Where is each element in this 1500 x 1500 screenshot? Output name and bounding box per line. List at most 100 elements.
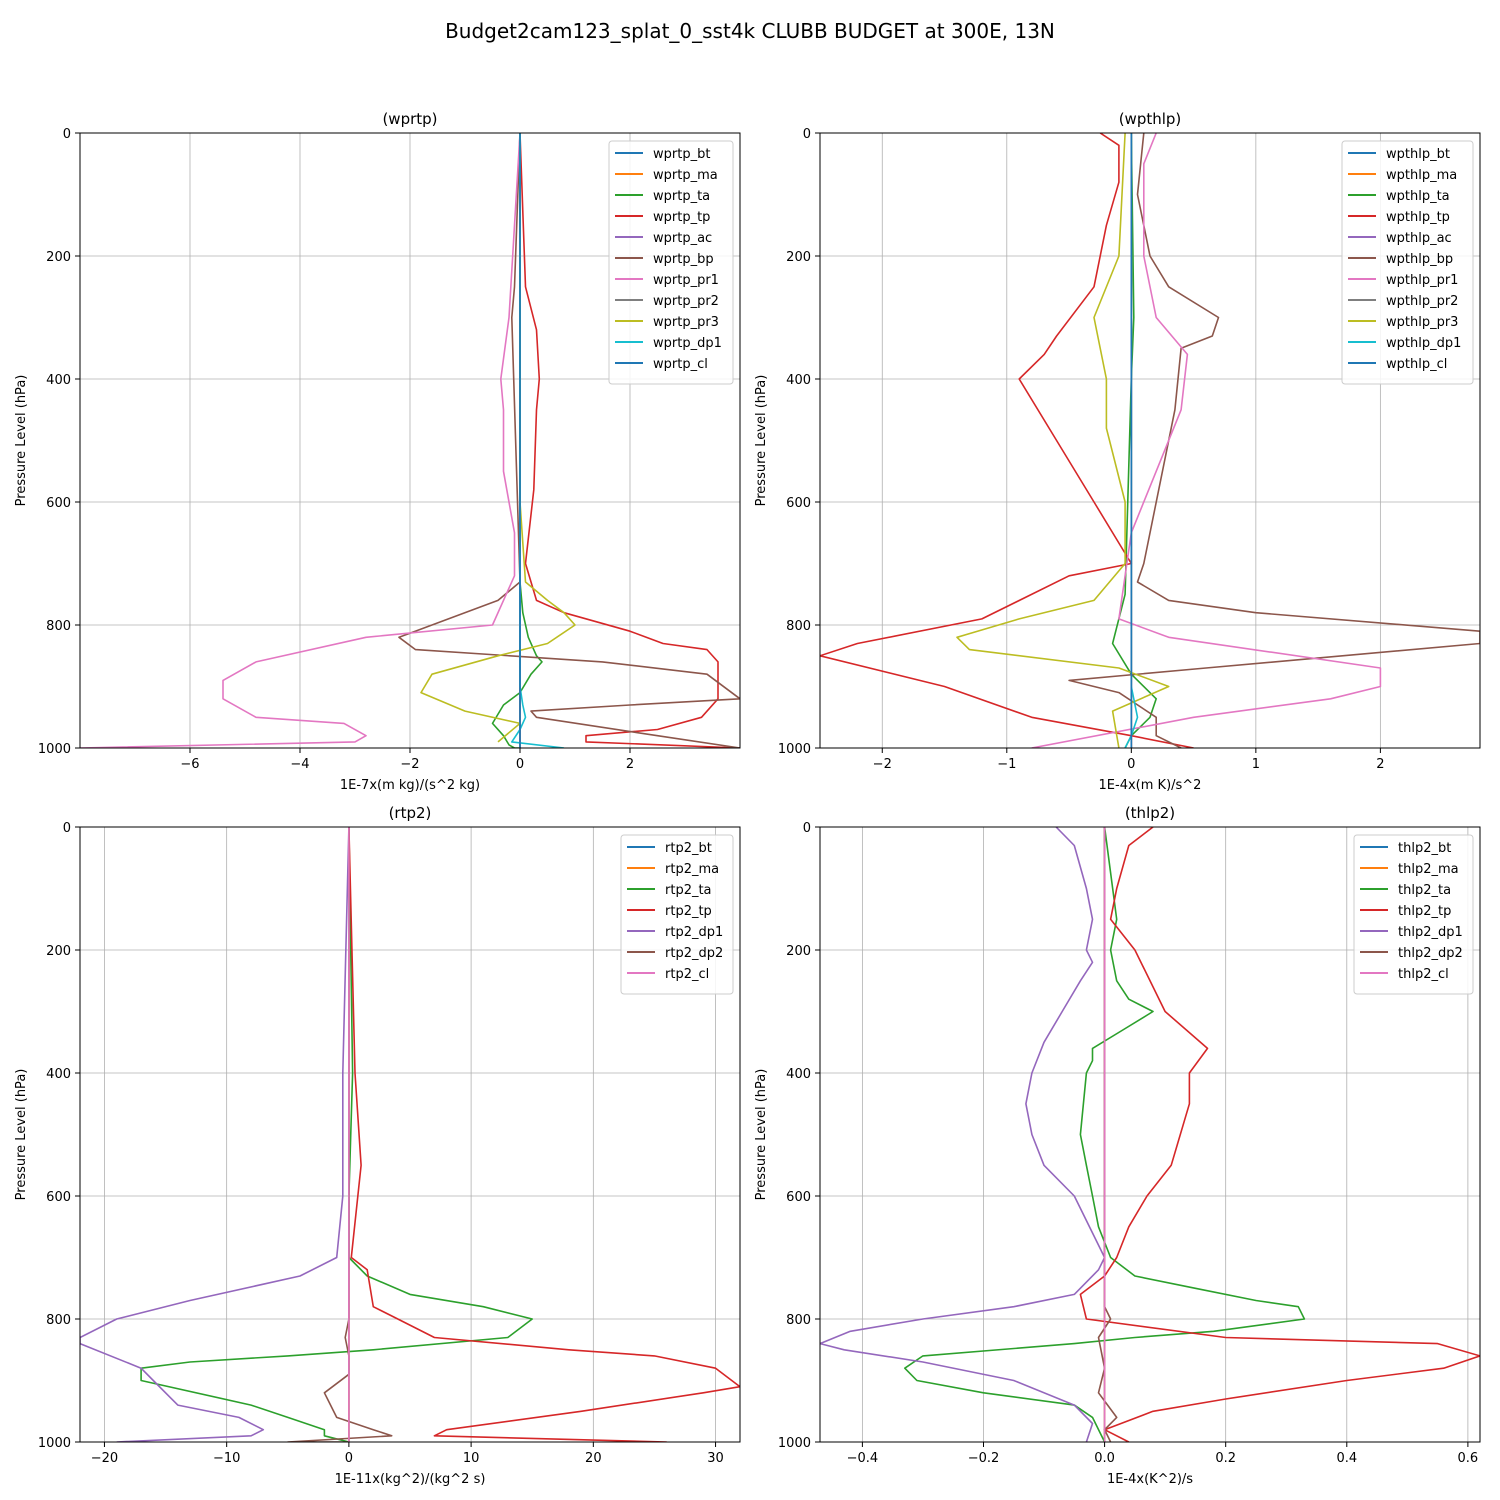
legend-label: rtp2_tp	[665, 904, 712, 919]
series-line-rtp2_tp	[348, 827, 740, 1442]
series-line-wprtp_bp	[398, 133, 740, 748]
y-tick-label: 400	[786, 373, 811, 388]
y-tick-label: 1000	[38, 742, 71, 757]
y-tick-label: 400	[46, 373, 71, 388]
y-tick-label: 200	[46, 944, 71, 959]
legend-label: wprtp_tp	[653, 210, 710, 225]
legend-label: rtp2_dp1	[665, 925, 723, 940]
x-tick-label: −6	[180, 757, 199, 772]
panel-rtp2: −20 −10 0 10 20 30 0 200 400 600 800 1000 (rtp2) 1E-1…	[14, 804, 741, 1487]
series-line-wprtp_tp	[519, 133, 740, 748]
series-line-wprtp_pr1	[80, 133, 521, 748]
legend-label: wpthlp_ta	[1386, 189, 1450, 204]
legend: wpthlp_bt wpthlp_ma wpthlp_ta wpthlp_tpwpth…	[1341, 140, 1474, 385]
y-tick-label: 800	[46, 1313, 71, 1328]
legend-label: wprtp_bp	[653, 252, 714, 267]
legend-label: wpthlp_pr3	[1386, 315, 1458, 330]
y-tick-label: 600	[786, 1190, 811, 1205]
x-tick-label: −4	[290, 757, 309, 772]
x-tick-label: 2	[626, 757, 634, 772]
series-line-wpthlp_pr1	[1031, 133, 1382, 748]
x-tick-label: 0	[345, 1451, 353, 1466]
legend-label: wprtp_pr1	[653, 273, 719, 288]
y-tick-label: 600	[46, 1190, 71, 1205]
legend-label: rtp2_ma	[665, 862, 719, 877]
legend-box	[620, 834, 734, 995]
legend-label: rtp2_ta	[665, 883, 712, 898]
x-tick-label: −20	[91, 1451, 118, 1466]
x-tick-label: 1	[1252, 757, 1260, 772]
legend-label: wpthlp_ma	[1386, 168, 1457, 183]
series-line-rtp2_ta	[140, 827, 534, 1442]
series-line-wpthlp_tp	[820, 133, 1194, 748]
series-line-thlp2_tp	[1079, 827, 1480, 1442]
x-tick-label: 2	[1376, 757, 1384, 772]
panel-title: (rtp2)	[389, 804, 432, 822]
y-tick-label: 800	[786, 619, 811, 634]
x-axis-label: 1E-7x(m kg)/(s^2 kg)	[340, 778, 480, 793]
y-tick-label: 0	[803, 821, 811, 836]
x-axis-label: 1E-4x(K^2)/s	[1107, 1472, 1193, 1487]
x-tick-label: 0	[516, 757, 524, 772]
y-tick-label: 0	[63, 821, 71, 836]
legend-label: wpthlp_cl	[1386, 357, 1447, 372]
x-axis-label: 1E-11x(kg^2)/(kg^2 s)	[335, 1472, 486, 1487]
legend-label: wprtp_dp1	[653, 336, 722, 351]
x-tick-label: 10	[463, 1451, 480, 1466]
panel-title: (wprtp)	[382, 110, 437, 128]
axes-frame	[819, 132, 1481, 749]
legend-label: wprtp_ma	[653, 168, 718, 183]
y-tick-label: 600	[46, 496, 71, 511]
legend-box	[1353, 834, 1474, 995]
y-tick-label: 600	[786, 496, 811, 511]
x-tick-label: 30	[707, 1451, 724, 1466]
legend-label: thlp2_dp1	[1398, 925, 1463, 940]
series-line-thlp2_ta	[903, 827, 1306, 1442]
x-tick-label: 0.0	[1094, 1451, 1115, 1466]
y-tick-label: 200	[786, 944, 811, 959]
series-group	[820, 827, 1480, 1442]
x-tick-label: 0	[1127, 757, 1135, 772]
legend-label: wprtp_bt	[653, 147, 710, 162]
legend: rtp2_bt rtp2_ma rtp2_ta rtp2_tp rtp2_dp1 rtp2…	[620, 834, 734, 995]
series-group	[80, 827, 740, 1442]
legend-label: wpthlp_bp	[1386, 252, 1453, 267]
y-tick-label: 800	[786, 1313, 811, 1328]
legend-label: wpthlp_tp	[1386, 210, 1450, 225]
y-tick-label: 200	[786, 250, 811, 265]
figure-title: Budget2cam123_splat_0_sst4k CLUBB BUDGET…	[445, 19, 1055, 43]
panel-thlp2: −0.4 −0.2 0.0 0.2 0.4 0.6 0 200 400 600 800 1000 (th…	[754, 804, 1481, 1487]
legend-label: wprtp_pr2	[653, 294, 719, 309]
x-tick-label: −2	[400, 757, 419, 772]
panel-title: (wpthlp)	[1119, 110, 1182, 128]
panel-wprtp: −6 −4 −2 0 2 0 200 400 600 800 1000 (wprtp) 1E-7x(m …	[14, 110, 741, 793]
series-line-thlp2_dp2	[1097, 827, 1118, 1442]
axes-frame	[819, 826, 1481, 1443]
y-tick-label: 800	[46, 619, 71, 634]
legend-label: wprtp_ta	[653, 189, 710, 204]
panel-title: (thlp2)	[1125, 804, 1175, 822]
axes-frame	[79, 826, 741, 1443]
x-tick-label: −10	[213, 1451, 240, 1466]
y-tick-label: 0	[63, 127, 71, 142]
x-tick-label: 0.4	[1336, 1451, 1357, 1466]
legend-label: wprtp_ac	[653, 231, 712, 246]
y-tick-label: 1000	[38, 1436, 71, 1451]
series-line-thlp2_dp1	[820, 827, 1106, 1442]
series-line-wpthlp_bp	[1068, 133, 1480, 748]
x-tick-label: −1	[997, 757, 1016, 772]
y-axis-label: Pressure Level (hPa)	[754, 375, 769, 507]
legend: thlp2_bt thlp2_ma thlp2_ta thlp2_tp thlp2_dp…	[1353, 834, 1474, 995]
series-line-rtp2_dp1	[80, 827, 350, 1442]
y-tick-label: 0	[803, 127, 811, 142]
legend-label: thlp2_cl	[1398, 967, 1449, 982]
legend-label: thlp2_bt	[1398, 841, 1451, 856]
x-tick-label: −0.4	[847, 1451, 879, 1466]
legend-label: wpthlp_pr2	[1386, 294, 1458, 309]
x-tick-label: 0.2	[1215, 1451, 1236, 1466]
y-axis-label: Pressure Level (hPa)	[14, 375, 29, 507]
legend-label: wprtp_pr3	[653, 315, 719, 330]
series-line-wprtp_pr3	[420, 133, 576, 743]
legend: wprtp_bt wprtp_ma wprtp_ta wprtp_tp wprtp_ac…	[608, 140, 734, 385]
